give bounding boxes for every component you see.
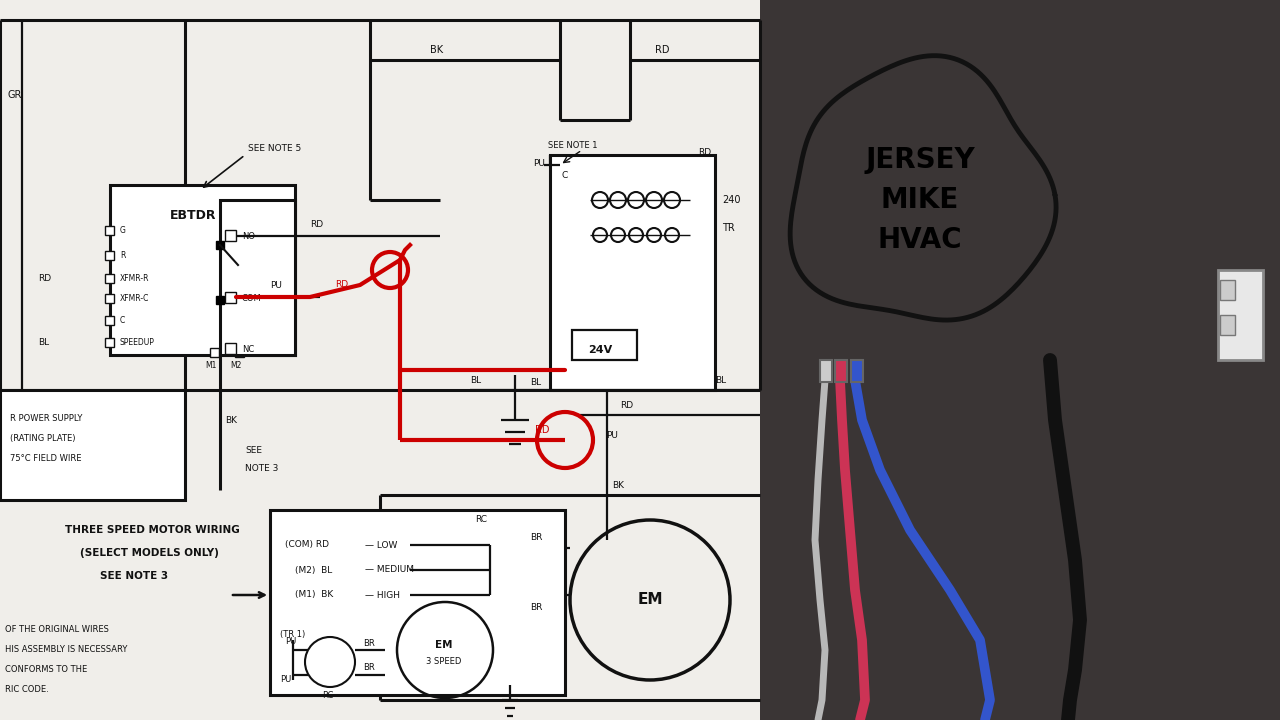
FancyBboxPatch shape bbox=[492, 545, 502, 557]
Text: NO: NO bbox=[242, 232, 255, 240]
Text: HVAC: HVAC bbox=[878, 226, 963, 254]
FancyBboxPatch shape bbox=[210, 348, 219, 357]
Text: C: C bbox=[120, 315, 125, 325]
Text: COM: COM bbox=[242, 294, 261, 302]
Text: EM: EM bbox=[637, 593, 663, 608]
Text: SEE NOTE 3: SEE NOTE 3 bbox=[100, 571, 168, 581]
FancyBboxPatch shape bbox=[492, 568, 502, 580]
Text: BL: BL bbox=[530, 377, 541, 387]
Text: 75°C FIELD WIRE: 75°C FIELD WIRE bbox=[10, 454, 82, 462]
Text: SPEEDUP: SPEEDUP bbox=[120, 338, 155, 346]
Text: TR: TR bbox=[722, 223, 735, 233]
Text: (M1)  BK: (M1) BK bbox=[294, 590, 333, 600]
Text: R POWER SUPPLY: R POWER SUPPLY bbox=[10, 413, 82, 423]
Text: PU: PU bbox=[532, 158, 545, 168]
Text: PU: PU bbox=[285, 637, 296, 647]
FancyBboxPatch shape bbox=[1220, 315, 1235, 335]
Text: PU: PU bbox=[280, 675, 292, 685]
FancyBboxPatch shape bbox=[225, 343, 236, 354]
Text: THREE SPEED MOTOR WIRING: THREE SPEED MOTOR WIRING bbox=[65, 525, 239, 535]
FancyBboxPatch shape bbox=[270, 510, 564, 695]
Text: (RATING PLATE): (RATING PLATE) bbox=[10, 433, 76, 443]
FancyBboxPatch shape bbox=[492, 590, 502, 602]
Text: C: C bbox=[561, 171, 567, 179]
Text: PU: PU bbox=[605, 431, 618, 439]
Text: RD: RD bbox=[38, 274, 51, 282]
FancyBboxPatch shape bbox=[1219, 270, 1263, 360]
Text: G: G bbox=[120, 225, 125, 235]
FancyBboxPatch shape bbox=[851, 360, 863, 382]
Text: BK: BK bbox=[612, 480, 625, 490]
Text: (TR 1): (TR 1) bbox=[280, 631, 305, 639]
Text: — HIGH: — HIGH bbox=[365, 590, 399, 600]
Text: RD: RD bbox=[620, 400, 634, 410]
Text: XFMR-R: XFMR-R bbox=[120, 274, 150, 282]
Text: RD: RD bbox=[655, 45, 669, 55]
FancyBboxPatch shape bbox=[105, 226, 114, 235]
FancyBboxPatch shape bbox=[0, 390, 186, 500]
FancyBboxPatch shape bbox=[225, 230, 236, 241]
Text: — LOW: — LOW bbox=[365, 541, 397, 549]
FancyBboxPatch shape bbox=[110, 185, 294, 355]
FancyBboxPatch shape bbox=[105, 251, 114, 260]
Text: 240: 240 bbox=[722, 195, 741, 205]
Text: BR: BR bbox=[364, 639, 375, 647]
Text: SEE NOTE 5: SEE NOTE 5 bbox=[248, 143, 301, 153]
Text: SEE NOTE 1: SEE NOTE 1 bbox=[548, 140, 598, 150]
Text: OF THE ORIGINAL WIRES: OF THE ORIGINAL WIRES bbox=[5, 626, 109, 634]
Text: NC: NC bbox=[242, 344, 255, 354]
Text: 3 SPEED: 3 SPEED bbox=[426, 657, 462, 667]
FancyBboxPatch shape bbox=[835, 360, 847, 382]
Text: M1: M1 bbox=[205, 361, 216, 369]
Text: R: R bbox=[120, 251, 125, 259]
FancyBboxPatch shape bbox=[220, 200, 294, 355]
Text: BR: BR bbox=[530, 534, 543, 542]
Text: BK: BK bbox=[225, 415, 237, 425]
Text: XFMR-C: XFMR-C bbox=[120, 294, 150, 302]
Text: RC: RC bbox=[323, 690, 334, 700]
Text: 24V: 24V bbox=[588, 345, 612, 355]
FancyBboxPatch shape bbox=[490, 530, 520, 620]
Text: BK: BK bbox=[430, 45, 443, 55]
Text: RD: RD bbox=[698, 148, 712, 156]
Text: RD: RD bbox=[335, 279, 348, 289]
Text: (SELECT MODELS ONLY): (SELECT MODELS ONLY) bbox=[79, 548, 219, 558]
Text: BR: BR bbox=[364, 664, 375, 672]
Text: RD: RD bbox=[310, 220, 323, 228]
Text: GR: GR bbox=[8, 90, 22, 100]
FancyBboxPatch shape bbox=[550, 155, 716, 390]
FancyBboxPatch shape bbox=[572, 330, 637, 360]
Text: JERSEY: JERSEY bbox=[865, 146, 975, 174]
FancyBboxPatch shape bbox=[236, 348, 244, 357]
Text: EBTDR: EBTDR bbox=[170, 209, 216, 222]
Text: RD: RD bbox=[535, 425, 549, 435]
Text: PU: PU bbox=[270, 281, 282, 289]
FancyBboxPatch shape bbox=[820, 360, 832, 382]
Text: EM: EM bbox=[435, 640, 453, 650]
FancyBboxPatch shape bbox=[105, 274, 114, 283]
Text: BL: BL bbox=[716, 376, 726, 384]
Text: SEE: SEE bbox=[244, 446, 262, 454]
Text: M2: M2 bbox=[230, 361, 242, 369]
Text: RIC CODE.: RIC CODE. bbox=[5, 685, 49, 695]
Text: BL: BL bbox=[38, 338, 49, 346]
Text: CONFORMS TO THE: CONFORMS TO THE bbox=[5, 665, 87, 675]
Text: (M2)  BL: (M2) BL bbox=[294, 565, 333, 575]
FancyBboxPatch shape bbox=[1220, 280, 1235, 300]
FancyBboxPatch shape bbox=[105, 338, 114, 347]
Text: (COM) RD: (COM) RD bbox=[285, 541, 329, 549]
Text: NOTE 3: NOTE 3 bbox=[244, 464, 278, 472]
FancyBboxPatch shape bbox=[760, 0, 1280, 720]
Text: MIKE: MIKE bbox=[881, 186, 959, 214]
Text: HIS ASSEMBLY IS NECESSARY: HIS ASSEMBLY IS NECESSARY bbox=[5, 646, 128, 654]
FancyBboxPatch shape bbox=[105, 294, 114, 303]
Text: — MEDIUM: — MEDIUM bbox=[365, 565, 413, 575]
Text: BR: BR bbox=[530, 603, 543, 611]
FancyBboxPatch shape bbox=[105, 316, 114, 325]
Text: BL: BL bbox=[470, 376, 481, 384]
Text: RC: RC bbox=[475, 516, 486, 524]
FancyBboxPatch shape bbox=[225, 292, 236, 303]
